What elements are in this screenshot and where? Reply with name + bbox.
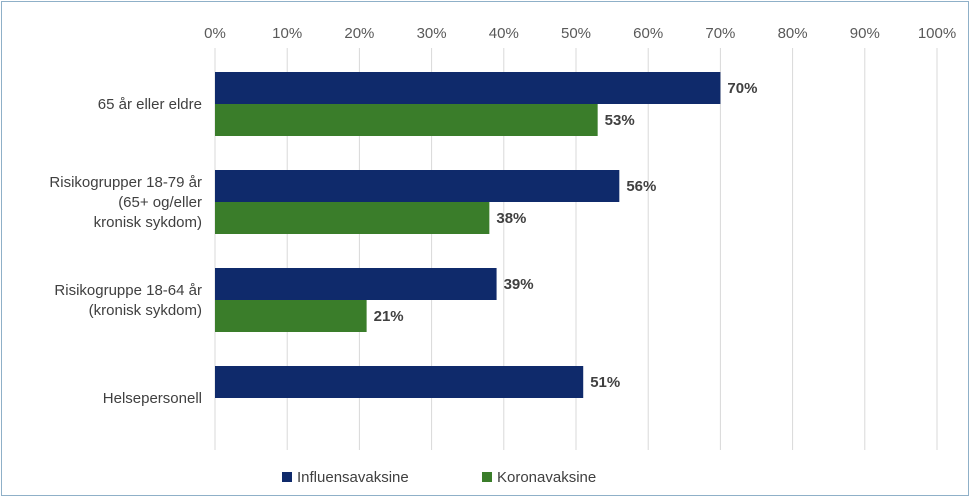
legend-swatch xyxy=(482,472,492,482)
bar-influensavaksine xyxy=(215,72,721,104)
x-axis-ticks: 0% 10% 20% 30% 40% 50% 60% 70% 80% 90% 100% xyxy=(204,25,956,42)
data-label: 51% xyxy=(590,374,620,391)
legend-swatch xyxy=(282,472,292,482)
category-label: (kronisk sykdom) xyxy=(89,302,202,319)
category-label: kronisk sykdom) xyxy=(94,214,202,231)
x-tick-label: 60% xyxy=(633,25,663,42)
x-tick-label: 30% xyxy=(417,25,447,42)
category-labels: 65 år eller eldre Risikogrupper 18-79 år (… xyxy=(49,96,202,407)
x-tick-label: 10% xyxy=(272,25,302,42)
x-tick-label: 80% xyxy=(778,25,808,42)
x-tick-label: 40% xyxy=(489,25,519,42)
bar-influensavaksine xyxy=(215,268,497,300)
bar-influensavaksine xyxy=(215,366,584,398)
legend: Influensavaksine Koronavaksine xyxy=(282,469,596,486)
x-tick-label: 90% xyxy=(850,25,880,42)
category-label: 65 år eller eldre xyxy=(98,96,202,113)
bar-koronavaksine xyxy=(215,300,367,332)
data-label: 39% xyxy=(504,276,534,293)
data-label: 53% xyxy=(605,112,635,129)
bars xyxy=(215,72,721,398)
data-label: 21% xyxy=(374,308,404,325)
data-label: 70% xyxy=(727,80,757,97)
x-tick-label: 70% xyxy=(705,25,735,42)
category-label: Risikogruppe 18-64 år xyxy=(54,282,202,299)
category-label: Risikogrupper 18-79 år xyxy=(49,174,202,191)
bar-influensavaksine xyxy=(215,170,620,202)
bar-koronavaksine xyxy=(215,202,490,234)
legend-label: Influensavaksine xyxy=(297,469,409,486)
legend-label: Koronavaksine xyxy=(497,469,596,486)
x-tick-label: 20% xyxy=(344,25,374,42)
category-label: Helsepersonell xyxy=(103,390,202,407)
x-tick-label: 0% xyxy=(204,25,226,42)
x-tick-label: 50% xyxy=(561,25,591,42)
category-label: (65+ og/eller xyxy=(118,194,202,211)
data-label: 56% xyxy=(626,178,656,195)
x-tick-label: 100% xyxy=(918,25,956,42)
bar-koronavaksine xyxy=(215,104,598,136)
data-labels: 70% 53% 56% 38% 39% 21% 51% xyxy=(374,80,758,391)
data-label: 38% xyxy=(496,210,526,227)
